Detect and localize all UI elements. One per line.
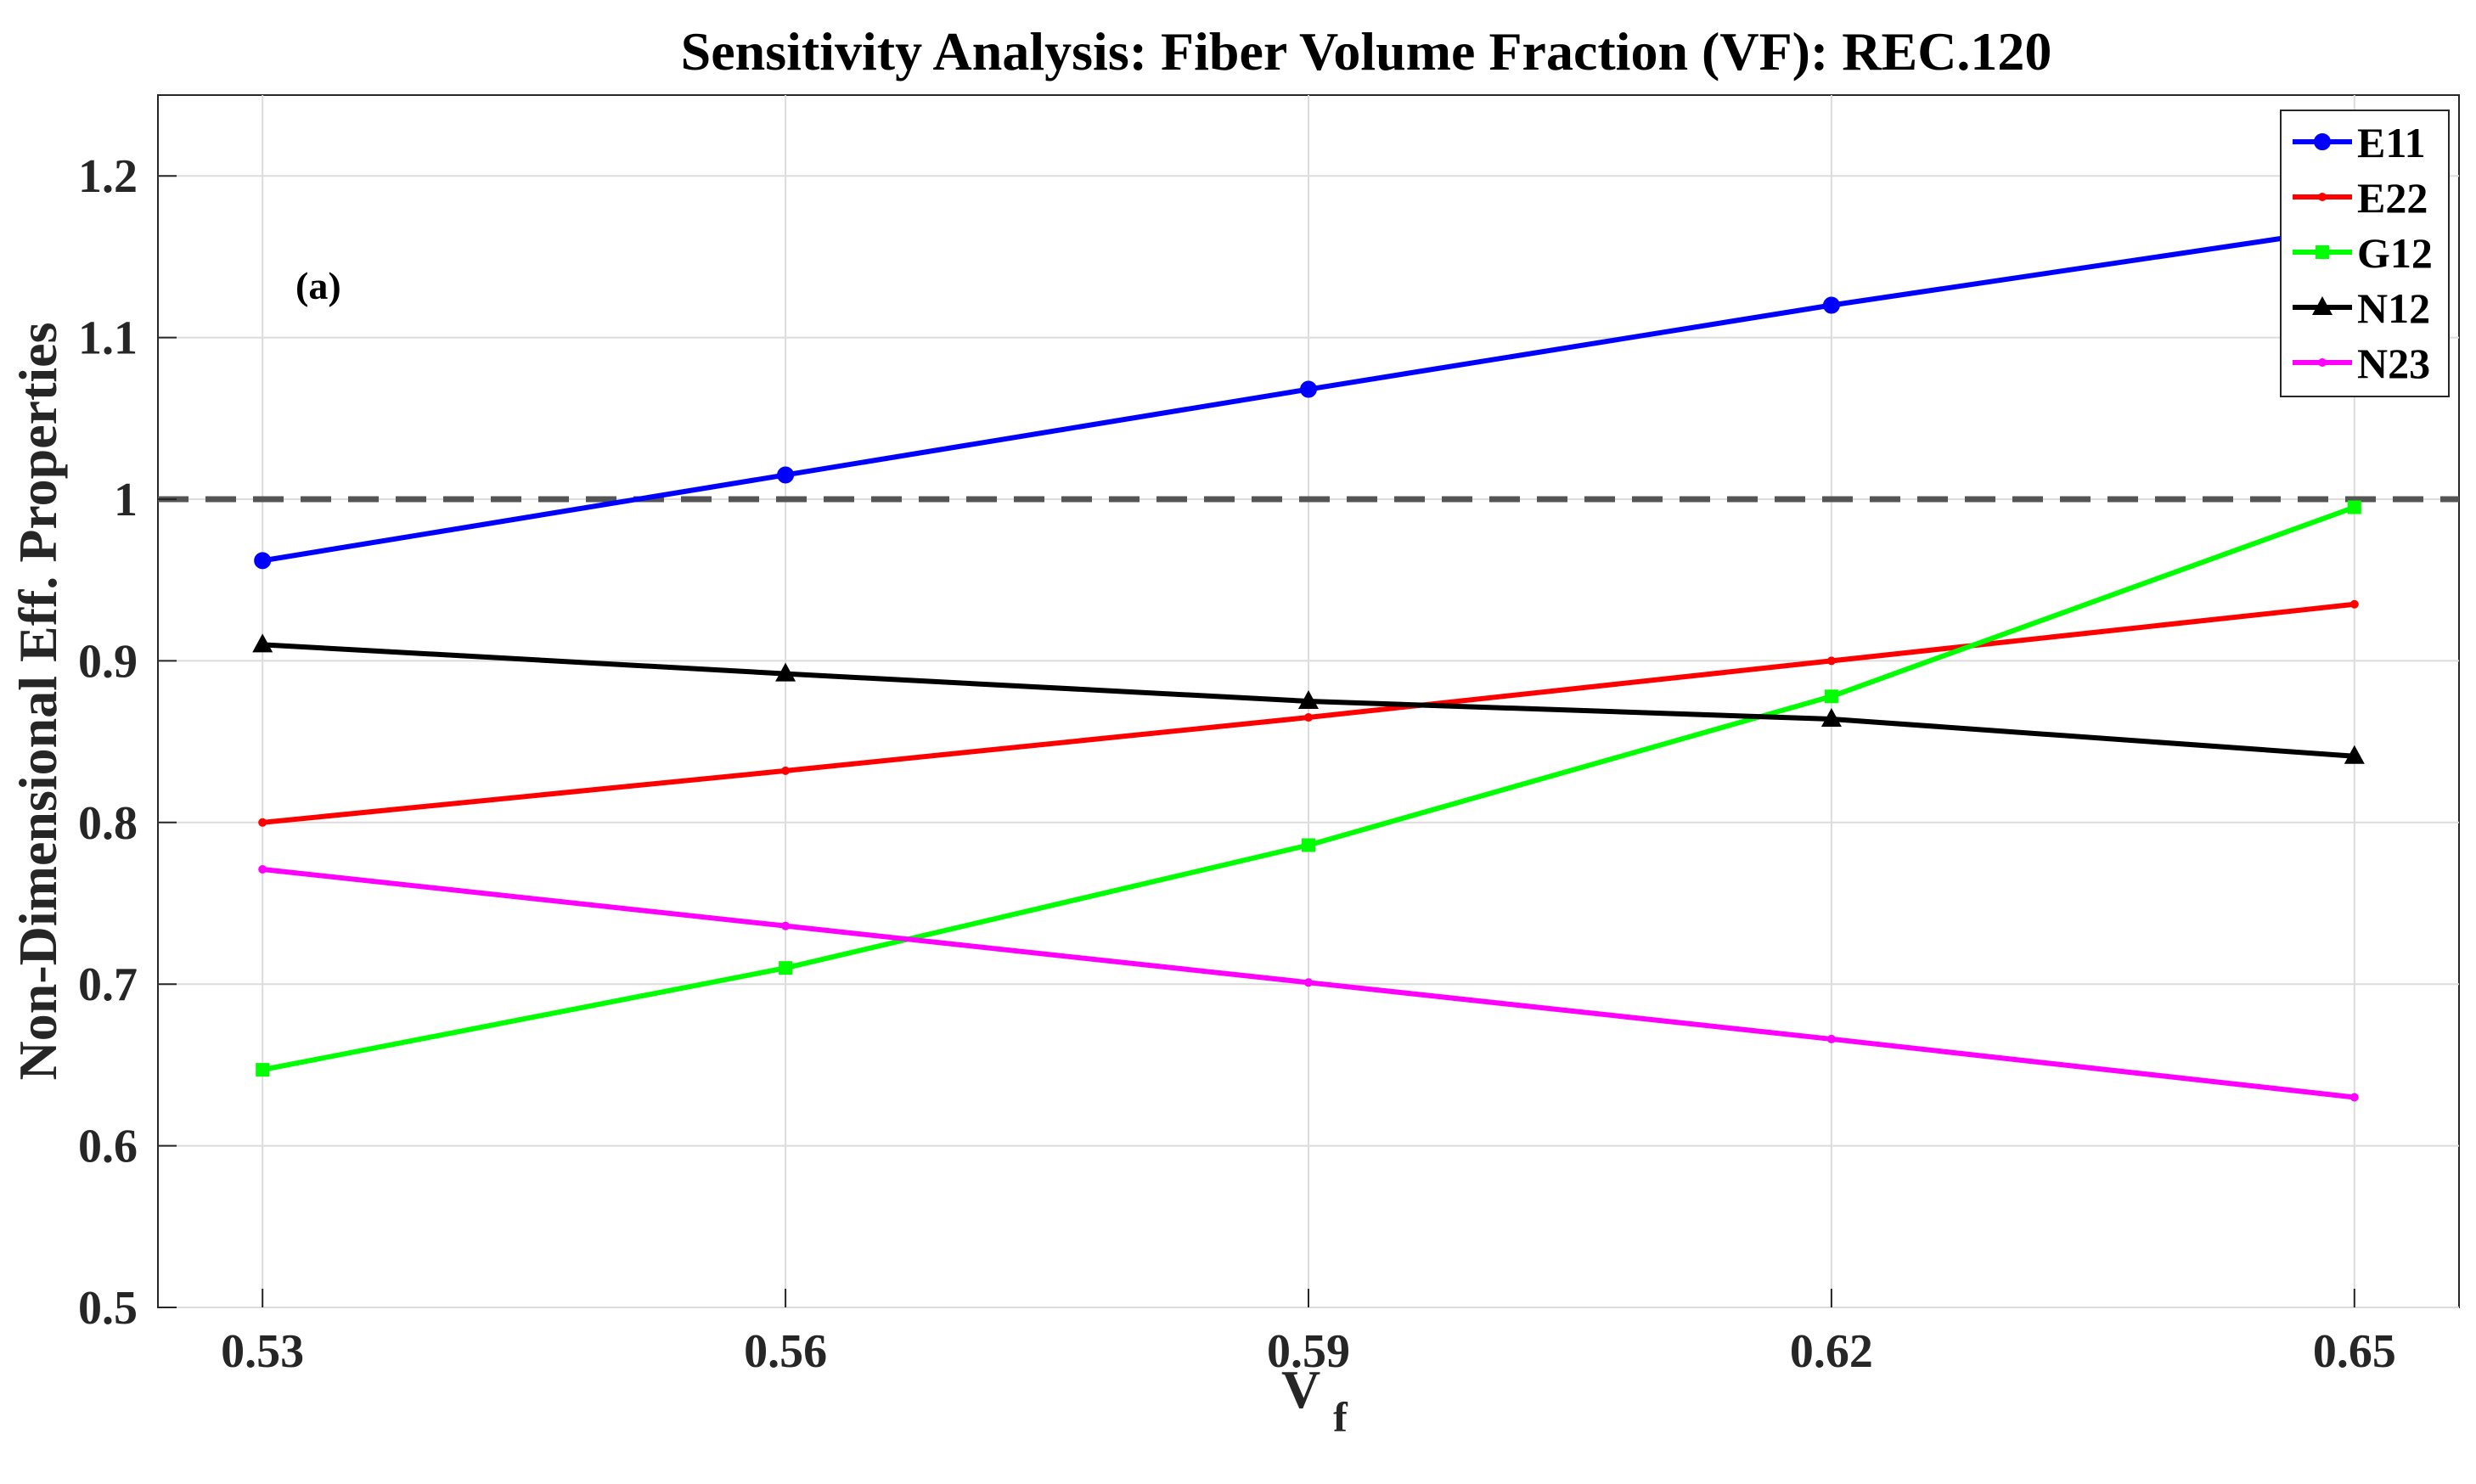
legend: E11 E22 G12 N12 N23 <box>2280 110 2450 397</box>
legend-marker-e22 <box>2318 193 2327 201</box>
data-point-n12 <box>2344 745 2365 764</box>
legend-marker-e11 <box>2314 133 2331 150</box>
x-tick-label: 0.65 <box>2313 1325 2396 1378</box>
data-point-g12 <box>256 1063 270 1077</box>
series-n12 <box>252 633 2365 764</box>
data-point-e22 <box>2349 599 2359 609</box>
y-tick-label: 0.5 <box>78 1282 138 1335</box>
series-e22 <box>258 599 2359 827</box>
legend-item-g12: G12 <box>2293 229 2433 277</box>
legend-label-e22: E22 <box>2357 174 2428 222</box>
legend-label-g12: G12 <box>2357 229 2433 277</box>
data-point-n12 <box>775 662 796 682</box>
data-point-n23 <box>2349 1093 2359 1102</box>
x-tick-label: 0.53 <box>221 1325 304 1378</box>
data-point-e22 <box>781 766 791 775</box>
legend-item-n12: N12 <box>2293 284 2430 332</box>
y-tick-label: 1.2 <box>78 150 138 203</box>
data-point-n23 <box>258 865 267 874</box>
legend-marker-n12 <box>2312 296 2333 315</box>
x-axis-label-main: V <box>1281 1359 1320 1419</box>
axis-ticks: 0.53 0.56 0.59 0.62 0.65 0.5 0.6 0.7 0.8 0.9 1 1.1 1… <box>78 150 2396 1378</box>
legend-marker-g12 <box>2316 245 2329 259</box>
y-tick-label: 0.8 <box>78 797 138 850</box>
y-axis-label: Non-Dimensional Eff. Properties <box>8 323 68 1081</box>
data-point-e11 <box>777 466 795 484</box>
y-tick-label: 0.6 <box>78 1121 138 1173</box>
x-axis-label-subscript: f <box>1333 1393 1348 1441</box>
data-point-e22 <box>258 818 267 827</box>
data-point-n12 <box>252 633 273 653</box>
y-tick-label: 0.9 <box>78 635 138 688</box>
legend-label-n23: N23 <box>2357 340 2430 387</box>
data-point-n12 <box>1298 690 1319 709</box>
legend-item-e11: E11 <box>2293 119 2426 166</box>
x-axis-label: V f <box>1281 1359 1348 1441</box>
series-e11 <box>254 219 2363 570</box>
legend-marker-n23 <box>2318 358 2327 367</box>
data-point-g12 <box>1824 689 1838 704</box>
x-tick-label: 0.59 <box>1267 1325 1350 1378</box>
y-tick-label: 1 <box>114 474 138 526</box>
data-point-e22 <box>1826 656 1836 666</box>
data-point-e11 <box>1822 296 1840 314</box>
legend-item-e22: E22 <box>2293 174 2428 222</box>
data-point-e11 <box>254 552 272 570</box>
chart-title: Sensitivity Analysis: Fiber Volume Fract… <box>681 21 2052 82</box>
data-point-n23 <box>1304 978 1313 987</box>
data-point-n23 <box>1826 1034 1836 1043</box>
data-point-e22 <box>1304 713 1313 722</box>
panel-annotation: (a) <box>295 264 341 307</box>
x-tick-label: 0.62 <box>1790 1325 1873 1378</box>
y-tick-label: 0.7 <box>78 958 138 1011</box>
series-group <box>252 219 2365 1102</box>
y-tick-label: 1.1 <box>78 312 138 365</box>
series-g12 <box>256 500 2361 1077</box>
data-point-e11 <box>1300 380 1317 398</box>
series-n23 <box>258 865 2359 1102</box>
data-point-n23 <box>781 921 791 930</box>
data-point-g12 <box>2347 500 2361 514</box>
legend-label-e11: E11 <box>2357 119 2426 166</box>
data-point-g12 <box>779 961 793 975</box>
data-point-g12 <box>1302 838 1315 852</box>
legend-label-n12: N12 <box>2357 284 2430 332</box>
legend-item-n23: N23 <box>2293 340 2430 387</box>
x-tick-label: 0.56 <box>744 1325 827 1378</box>
data-point-n12 <box>1820 707 1842 727</box>
